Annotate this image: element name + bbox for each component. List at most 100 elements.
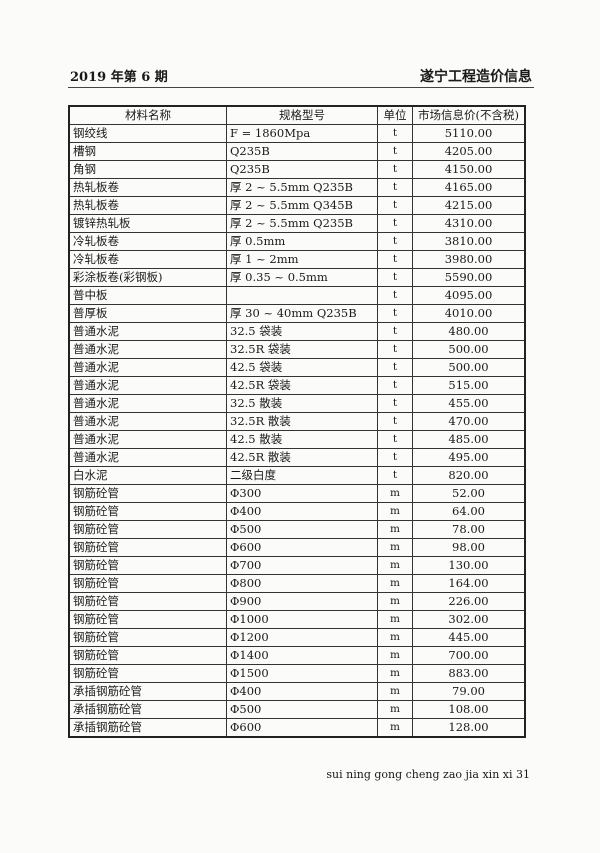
table-row: 白水泥 二级白度 t 820.00 (68, 466, 526, 485)
cell-material: 钢筋砼管 (68, 574, 227, 593)
table-row: 普中板 t 4095.00 (68, 286, 526, 305)
cell-price: 470.00 (412, 412, 526, 431)
cell-spec: 厚 2 ~ 5.5mm Q235B (226, 178, 378, 197)
cell-unit: m (377, 718, 413, 738)
table-header-row: 材料名称 规格型号 单位 市场信息价(不含税) (68, 105, 526, 125)
col-header-spec: 规格型号 (226, 105, 378, 125)
table-row: 普通水泥 32.5R 袋装 t 500.00 (68, 340, 526, 359)
cell-price: 302.00 (412, 610, 526, 629)
cell-material: 槽钢 (68, 142, 227, 161)
cell-material: 彩涂板卷(彩钢板) (68, 268, 227, 287)
cell-unit: t (377, 124, 413, 143)
cell-unit: m (377, 520, 413, 539)
cell-price: 226.00 (412, 592, 526, 611)
cell-unit: m (377, 700, 413, 719)
cell-material: 普中板 (68, 286, 227, 305)
cell-price: 79.00 (412, 682, 526, 701)
cell-price: 820.00 (412, 466, 526, 485)
cell-price: 78.00 (412, 520, 526, 539)
cell-spec (226, 286, 378, 305)
cell-material: 钢筋砼管 (68, 484, 227, 503)
table-row: 镀锌热轧板厚 2 ~ 5.5mm Q235B t 4310.00 (68, 214, 526, 233)
page-footer: sui ning gong cheng zao jia xin xi 31 (326, 768, 530, 781)
table-row: 钢筋砼管 Φ800 m 164.00 (68, 574, 526, 593)
cell-spec: Φ1200 (226, 628, 378, 647)
cell-material: 普通水泥 (68, 412, 227, 431)
cell-price: 445.00 (412, 628, 526, 647)
cell-spec: Φ500 (226, 700, 378, 719)
cell-price: 4165.00 (412, 178, 526, 197)
table-row: 彩涂板卷(彩钢板) 厚 0.35 ~ 0.5mm t 5590.00 (68, 268, 526, 287)
table-row: 冷轧板卷厚 1 ~ 2mm t 3980.00 (68, 250, 526, 269)
cell-unit: m (377, 484, 413, 503)
cell-spec: 二级白度 (226, 466, 378, 485)
cell-price: 3980.00 (412, 250, 526, 269)
table-row: 普通水泥 32.5 散装 t 455.00 (68, 394, 526, 413)
table-row: 钢筋砼管 Φ900 m 226.00 (68, 592, 526, 611)
cell-unit: t (377, 466, 413, 485)
cell-material: 普通水泥 (68, 394, 227, 413)
cell-price: 130.00 (412, 556, 526, 575)
cell-material: 钢绞线 (68, 124, 227, 143)
cell-unit: t (377, 268, 413, 287)
cell-unit: t (377, 286, 413, 305)
cell-material: 钢筋砼管 (68, 592, 227, 611)
cell-price: 64.00 (412, 502, 526, 521)
cell-unit: t (377, 304, 413, 323)
table-row: 普通水泥 32.5 袋装 t 480.00 (68, 322, 526, 341)
cell-price: 3810.00 (412, 232, 526, 251)
cell-spec: Φ1000 (226, 610, 378, 629)
table-row: 承插钢筋砼管 Φ500 m 108.00 (68, 700, 526, 719)
table-row: 普通水泥 42.5 袋装 t 500.00 (68, 358, 526, 377)
cell-material: 白水泥 (68, 466, 227, 485)
table-row: 钢筋砼管 Φ1500 m 883.00 (68, 664, 526, 683)
cell-unit: m (377, 538, 413, 557)
cell-unit: t (377, 250, 413, 269)
cell-material: 普通水泥 (68, 448, 227, 467)
cell-spec: F = 1860Mpa (226, 124, 378, 143)
cell-spec: 42.5 袋装 (226, 358, 378, 377)
cell-unit: t (377, 448, 413, 467)
cell-spec: Φ700 (226, 556, 378, 575)
cell-spec: 厚 0.5mm (226, 232, 378, 251)
col-header-name: 材料名称 (68, 105, 227, 125)
cell-price: 515.00 (412, 376, 526, 395)
cell-price: 52.00 (412, 484, 526, 503)
cell-spec: 厚 1 ~ 2mm (226, 250, 378, 269)
header-rule (68, 87, 534, 88)
cell-material: 钢筋砼管 (68, 502, 227, 521)
table-row: 钢绞线 F = 1860Mpa t 5110.00 (68, 124, 526, 143)
table-row: 槽钢 Q235B t 4205.00 (68, 142, 526, 161)
publication-title: 遂宁工程造价信息 (420, 69, 532, 85)
issue-label: 2019 年第 6 期 (70, 70, 168, 85)
cell-price: 485.00 (412, 430, 526, 449)
cell-spec: Φ1500 (226, 664, 378, 683)
table-row: 普通水泥 42.5R 散装 t 495.00 (68, 448, 526, 467)
cell-material: 普厚板 (68, 304, 227, 323)
cell-spec: Q235B (226, 160, 378, 179)
cell-price: 98.00 (412, 538, 526, 557)
col-header-price: 市场信息价(不含税) (412, 105, 526, 125)
cell-unit: m (377, 592, 413, 611)
cell-spec: 32.5 散装 (226, 394, 378, 413)
cell-spec: Φ800 (226, 574, 378, 593)
cell-material: 钢筋砼管 (68, 520, 227, 539)
cell-spec: Φ1400 (226, 646, 378, 665)
cell-unit: m (377, 628, 413, 647)
cell-material: 热轧板卷 (68, 196, 227, 215)
cell-material: 普通水泥 (68, 376, 227, 395)
cell-unit: m (377, 574, 413, 593)
cell-unit: m (377, 610, 413, 629)
cell-spec: Φ900 (226, 592, 378, 611)
cell-spec: Φ300 (226, 484, 378, 503)
cell-unit: m (377, 502, 413, 521)
cell-price: 108.00 (412, 700, 526, 719)
table-row: 钢筋砼管 Φ1400 m 700.00 (68, 646, 526, 665)
cell-unit: t (377, 394, 413, 413)
cell-unit: t (377, 340, 413, 359)
cell-unit: m (377, 646, 413, 665)
cell-price: 883.00 (412, 664, 526, 683)
cell-spec: Q235B (226, 142, 378, 161)
table-row: 钢筋砼管 Φ1000 m 302.00 (68, 610, 526, 629)
cell-unit: t (377, 142, 413, 161)
